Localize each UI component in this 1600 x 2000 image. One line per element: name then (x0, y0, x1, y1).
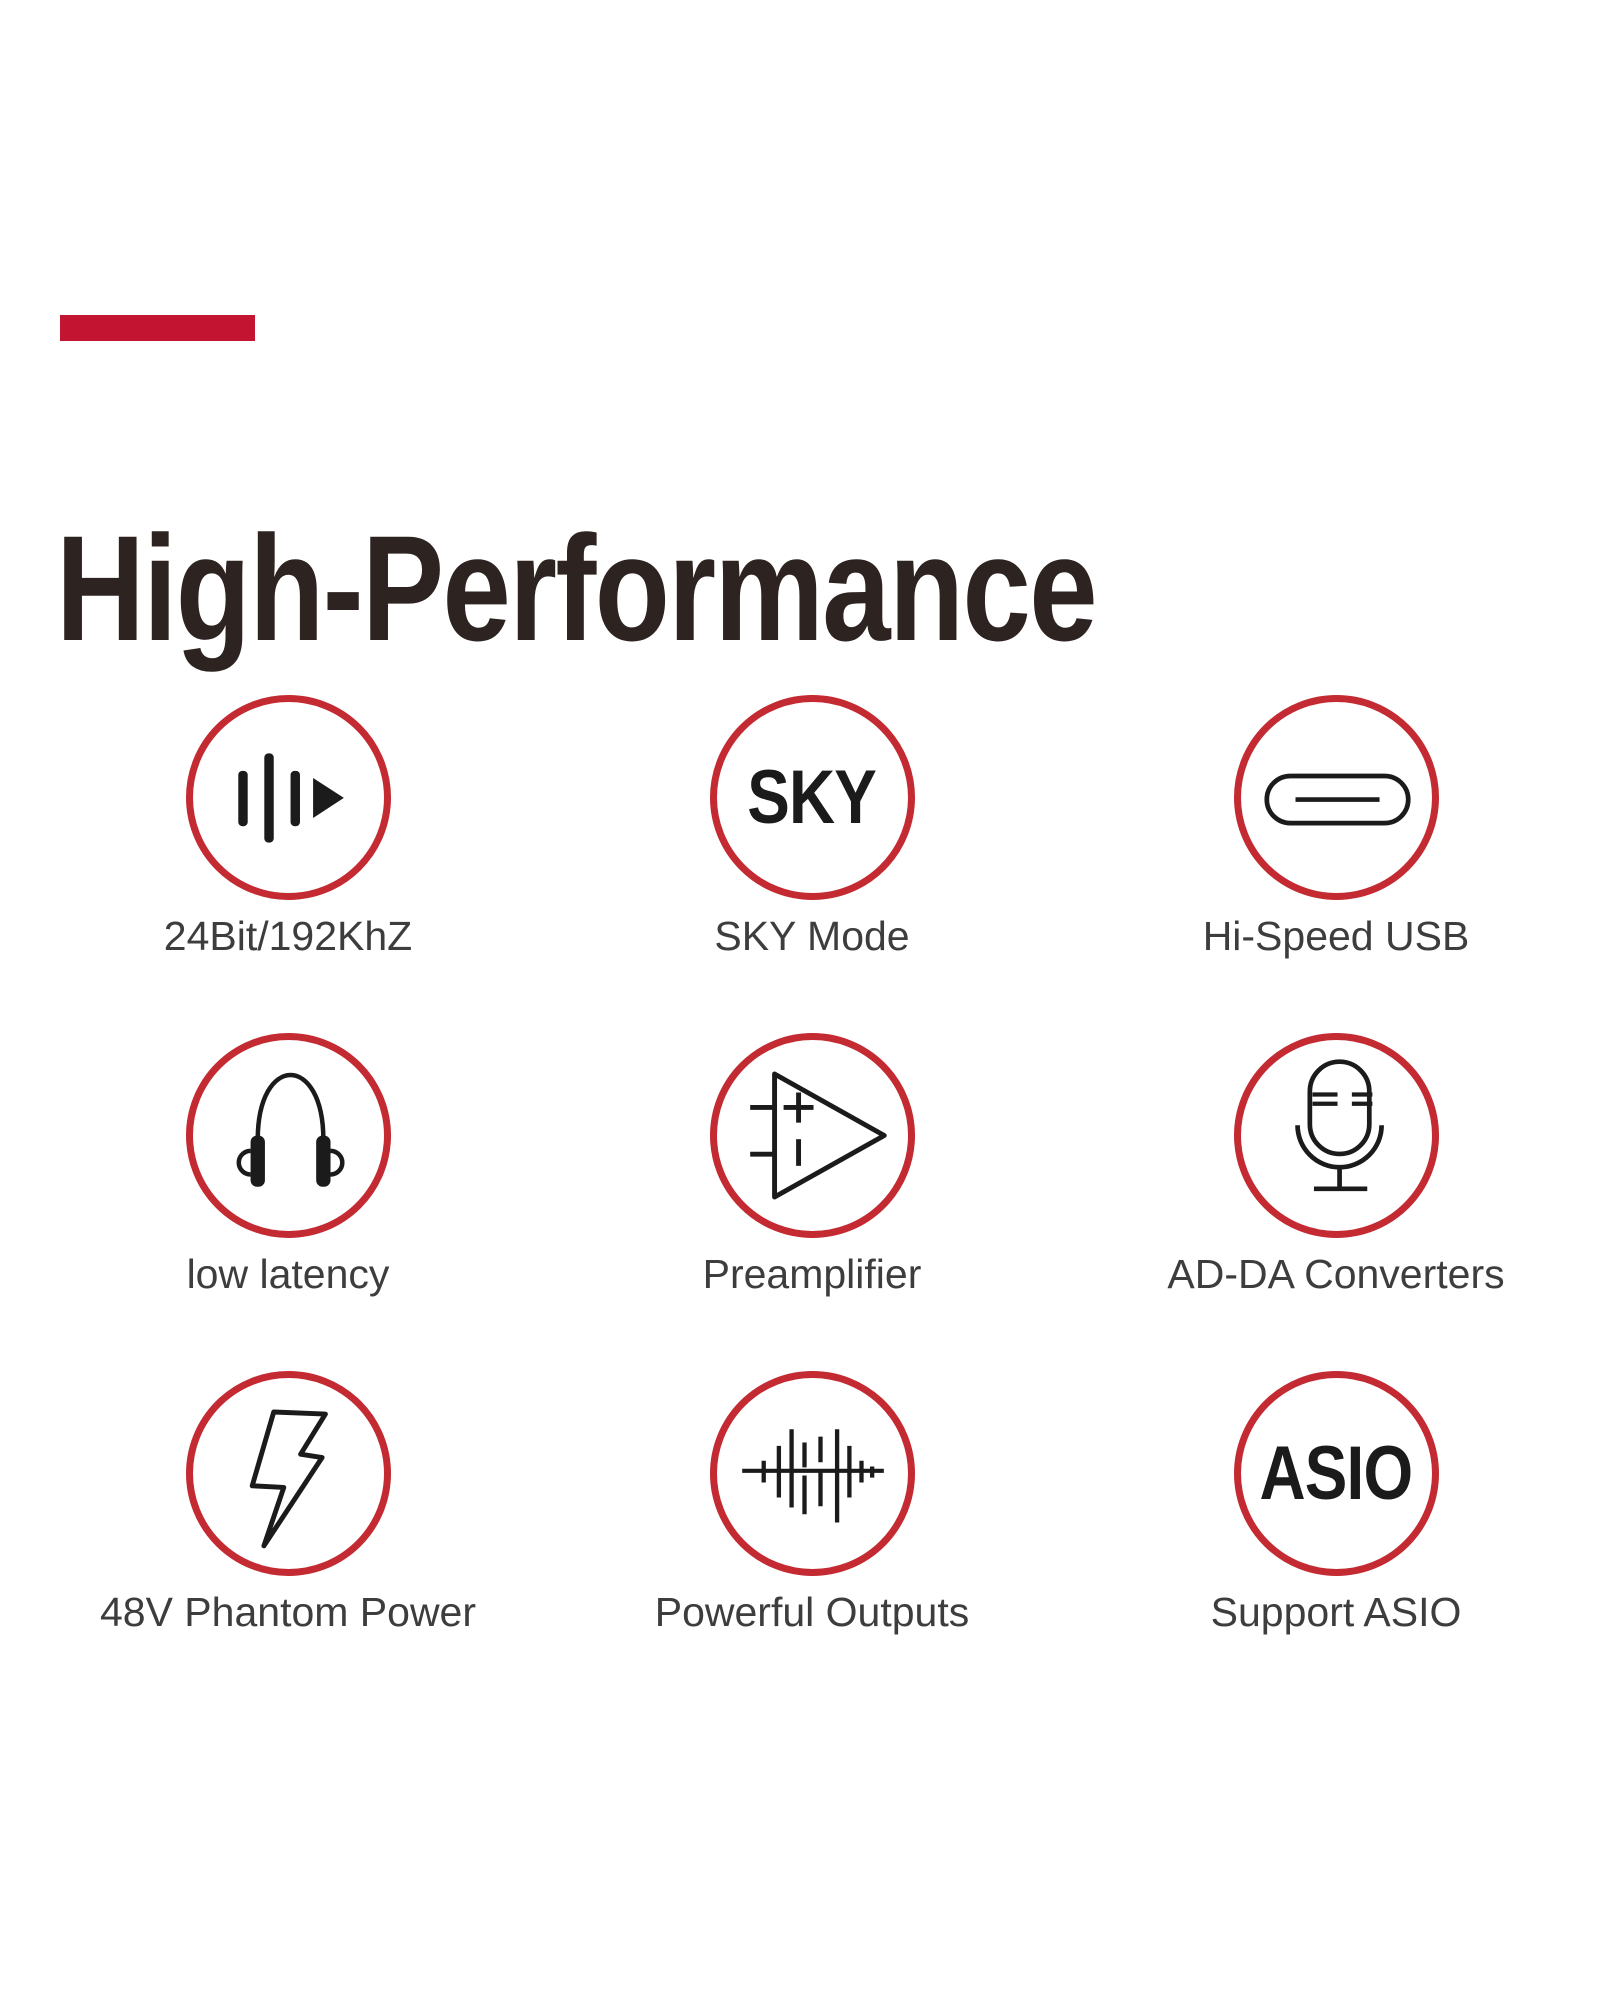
feature-label: Preamplifier (702, 1251, 922, 1297)
microphone-icon (1294, 1059, 1384, 1192)
op-amp-preamp-icon (749, 1071, 887, 1200)
feature-label: Support ASIO (1210, 1589, 1462, 1635)
feature-label: SKY Mode (714, 913, 910, 959)
icon-circle (185, 695, 391, 900)
icon-circle (709, 1033, 915, 1238)
feature-sky-mode: SKY SKY Mode (550, 695, 1074, 1033)
feature-support-asio: ASIO Support ASIO (1074, 1371, 1598, 1709)
audio-bars-play-icon (237, 753, 344, 843)
feature-preamplifier: Preamplifier (550, 1033, 1074, 1371)
feature-label: low latency (186, 1251, 390, 1297)
icon-circle (1233, 1033, 1439, 1238)
icon-circle (709, 1371, 915, 1576)
asio-text-icon: ASIO (1259, 1430, 1414, 1516)
features-grid: 24Bit/192KhZ SKY SKY Mode Hi-Speed USB (26, 695, 1598, 1709)
feature-label: 48V Phantom Power (99, 1589, 477, 1635)
feature-powerful-outputs: Powerful Outputs (550, 1371, 1074, 1709)
feature-label: Hi-Speed USB (1202, 913, 1470, 959)
feature-low-latency: low latency (26, 1033, 550, 1371)
feature-label: Powerful Outputs (654, 1589, 970, 1635)
page-title: High-Performance (56, 503, 1098, 672)
usb-c-port-icon (1263, 773, 1411, 826)
icon-circle: SKY (709, 695, 915, 900)
waveform-icon (741, 1429, 884, 1523)
icon-circle: ASIO (1233, 1371, 1439, 1576)
feature-label: AD-DA Converters (1167, 1251, 1505, 1297)
headphones-icon (236, 1072, 344, 1187)
icon-circle (185, 1033, 391, 1238)
icon-circle (185, 1371, 391, 1576)
feature-label: 24Bit/192KhZ (163, 913, 413, 959)
feature-phantom-power: 48V Phantom Power (26, 1371, 550, 1709)
accent-bar (60, 315, 255, 341)
feature-adda-converters: AD-DA Converters (1074, 1033, 1598, 1371)
icon-circle (1233, 695, 1439, 900)
sky-text-icon: SKY (747, 754, 878, 840)
lightning-bolt-icon (249, 1409, 328, 1549)
feature-sample-rate: 24Bit/192KhZ (26, 695, 550, 1033)
feature-hispeed-usb: Hi-Speed USB (1074, 695, 1598, 1033)
